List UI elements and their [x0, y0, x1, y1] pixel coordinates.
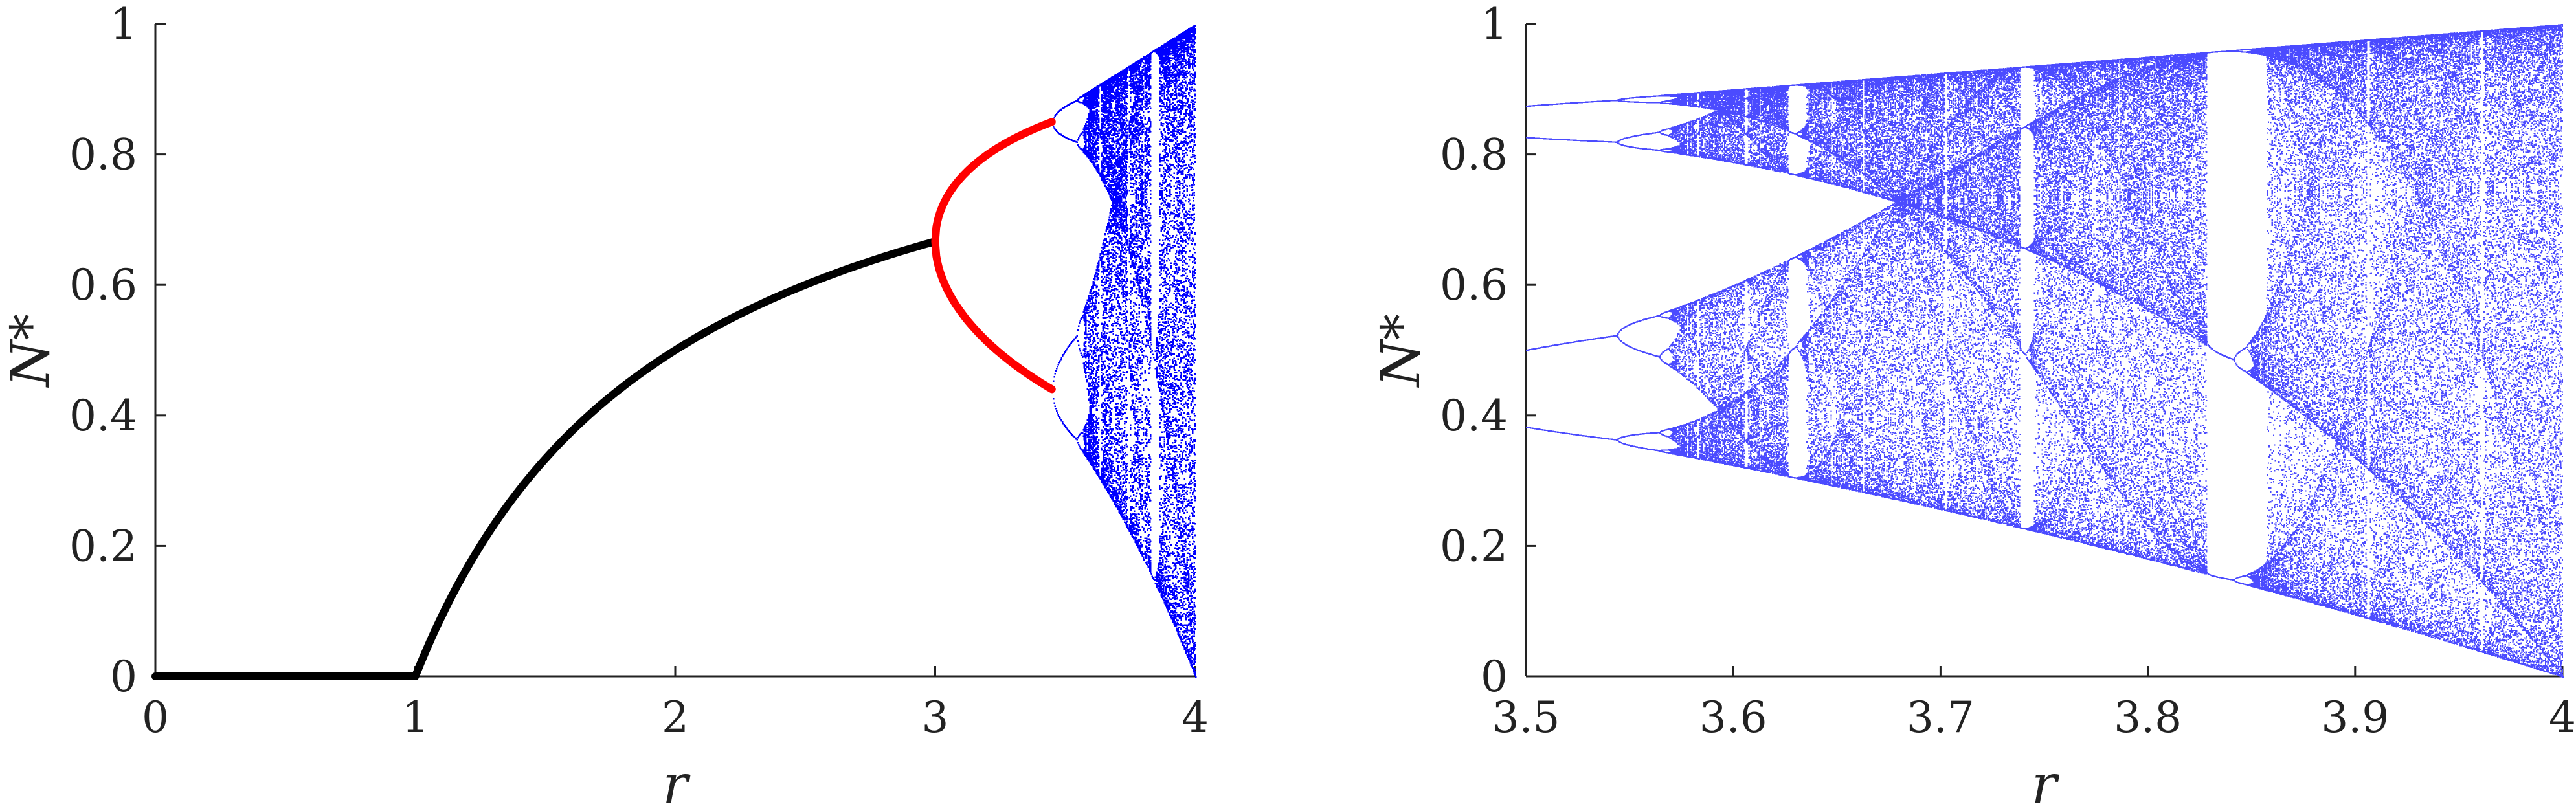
x-tick-label: 2 — [662, 693, 689, 742]
y-tick-label: 0.2 — [1440, 521, 1508, 571]
bifurcation-points — [1526, 24, 2564, 678]
y-axis-label: N* — [0, 314, 62, 388]
y-tick-label: 1 — [1481, 0, 1508, 49]
x-tick-label: 3.6 — [1699, 693, 1767, 742]
y-tick-label: 0.4 — [1440, 391, 1508, 441]
y-tick-label: 0 — [1481, 652, 1508, 702]
x-axis-label: r — [2032, 754, 2060, 811]
panel-right-bifurcation-zoom: 3.5 3.6 3.7 3.8 3.9 4 0 0.2 0.4 0.6 0.8 1 r N* — [1371, 0, 2576, 811]
y-tick-label: 0.6 — [1440, 260, 1508, 310]
x-tick-label: 3.9 — [2321, 693, 2389, 742]
x-tick-label: 3 — [922, 693, 949, 742]
x-tick-label: 1 — [402, 693, 429, 742]
stable-branch-line — [151, 238, 939, 680]
y-tick-label: 0.4 — [69, 391, 137, 441]
x-tick-label: 3.8 — [2114, 693, 2182, 742]
x-tick-label: 3.5 — [1492, 693, 1560, 742]
y-axis-label: N* — [1371, 314, 1432, 388]
period-two-branch-line — [931, 118, 1056, 394]
y-tick-label: 0.2 — [69, 521, 137, 571]
y-tick-label: 0.6 — [69, 260, 137, 310]
x-tick-label: 4 — [2549, 693, 2576, 742]
y-tick-label: 0.8 — [1440, 130, 1508, 180]
x-tick-label: 0 — [142, 693, 169, 742]
bifurcation-points — [1051, 24, 1197, 678]
y-tick-label: 0.8 — [69, 130, 137, 180]
x-axis-label: r — [662, 754, 691, 811]
panel-left-bifurcation: 0 1 2 3 4 0 0.2 0.4 0.6 0.8 1 r N* — [0, 0, 1209, 811]
y-tick-label: 1 — [110, 0, 137, 49]
y-tick-label: 0 — [110, 652, 137, 702]
x-tick-label: 3.7 — [1907, 693, 1975, 742]
x-tick-label: 4 — [1182, 693, 1209, 742]
